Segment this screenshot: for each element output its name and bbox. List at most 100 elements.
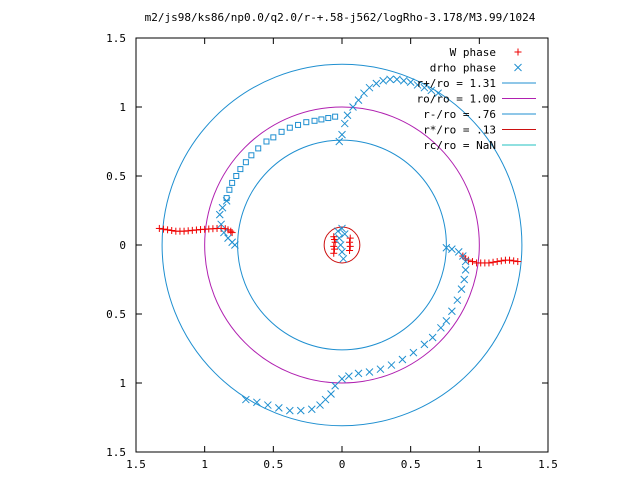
drho-phase-point [420, 340, 429, 349]
legend-label: r-/ro = .76 [423, 108, 496, 121]
drho-phase-point [409, 348, 418, 357]
drho-phase-point [393, 75, 401, 84]
drho-phase-point [376, 365, 385, 374]
drho-phase-point [338, 248, 346, 256]
drho-phase-point [338, 130, 346, 139]
w-phase-point [514, 258, 522, 266]
drho-phase-point [242, 395, 250, 404]
w-phase-point [468, 258, 476, 266]
drho-phase-point [331, 381, 339, 390]
drho-phase-point [248, 152, 255, 159]
drho-phase-point [278, 128, 285, 135]
drho-phase-point [252, 398, 261, 407]
legend: W phase drho phase r+/ro = 1.31 ro/ro = 1.0… [417, 46, 536, 152]
drho-phase-point [354, 369, 363, 378]
drho-phase-point [461, 257, 470, 266]
drho-phase-point [340, 230, 349, 238]
legend-label: ro/ro = 1.00 [417, 93, 496, 106]
drho-phase-point [349, 103, 357, 111]
w-phase-point [485, 259, 493, 267]
drho-phase-point [453, 296, 462, 305]
w-phase-point [506, 256, 514, 264]
circle-r [161, 63, 523, 427]
drho-phase-point [332, 113, 339, 120]
drho-phase-point [338, 375, 346, 383]
drho-phase-point [343, 111, 352, 120]
drho-phase-point [226, 186, 233, 193]
drho-phase-point [457, 285, 466, 294]
legend-label: rc/ro = NaN [423, 139, 496, 152]
drho-phase-point [335, 234, 344, 242]
drho-phase-point [217, 220, 226, 229]
drho-phase-point [372, 79, 381, 88]
drho-phase-point [448, 307, 456, 316]
y-tick-label: 1.5 [106, 32, 126, 45]
drho-phase-point [270, 134, 277, 141]
w-phase-point [493, 258, 501, 266]
circle-r [323, 226, 361, 264]
drho-phase-point [285, 406, 294, 415]
drho-phase-point [255, 145, 262, 152]
drho-phase-point [386, 75, 394, 84]
drho-phase-point [437, 323, 445, 332]
w-phase-point [346, 234, 354, 242]
w-phase-point [168, 227, 176, 235]
drho-phase-point [218, 203, 227, 212]
drho-phase-point [458, 252, 467, 260]
drho-phase-point [237, 166, 244, 173]
drho-phase-point [365, 368, 374, 376]
y-tick-label: 0 [119, 239, 126, 252]
w-phase-point [346, 247, 354, 255]
legend-label: r*/ro = .13 [423, 124, 496, 137]
x-tick-label: 1.5 [538, 458, 558, 471]
drho-phase-point [223, 195, 230, 202]
y-tick-label: 1 [119, 377, 126, 390]
drho-phase-point [340, 119, 349, 128]
drho-phase-point [461, 265, 470, 274]
drho-phase-point [427, 86, 436, 95]
x-tick-label: 1 [476, 458, 483, 471]
axis-ticks: 1.5 1 0.5 0 0.5 1 1.51.510.500.511.5 [106, 32, 558, 471]
y-tick-label: 1.5 [106, 446, 126, 459]
drho-phase-point [233, 173, 240, 179]
drho-phase-point [379, 76, 388, 85]
drho-phase-point [387, 361, 396, 369]
w-phase-point [346, 238, 354, 246]
w-phase-point [497, 257, 505, 265]
circle-ro [204, 106, 480, 384]
drho-phase-point [325, 115, 332, 122]
drho-phase-point [295, 121, 302, 128]
drho-phase-point [339, 254, 348, 263]
drho-phase-point [318, 116, 325, 123]
drho-phase-point [220, 228, 228, 237]
drho-phase-point [345, 372, 353, 380]
drho-phase-point [286, 124, 293, 131]
y-tick-label: 1 [119, 101, 126, 114]
drho-phase-point [398, 355, 407, 364]
w-phase-point [228, 229, 236, 237]
reference-circles [161, 63, 523, 427]
drho-phase-point [263, 138, 270, 145]
data-points [155, 75, 522, 415]
w-phase-point [164, 226, 172, 234]
w-phase-point [489, 258, 497, 266]
drho-phase-point [307, 405, 316, 414]
drho-phase-point [336, 241, 345, 249]
w-phase-point [155, 224, 163, 232]
drho-phase-point [434, 89, 442, 98]
drho-phase-point [316, 401, 324, 409]
drho-phase-point [338, 224, 346, 233]
drho-phase-point [311, 117, 318, 124]
x-tick-label: 1 [201, 458, 208, 471]
chart-title: m2/js98/ks86/np0.0/q2.0/r-+.58-j562/logR… [145, 11, 536, 24]
drho-phase-point [420, 83, 429, 92]
drho-phase-point [448, 245, 456, 253]
drho-phase-point [399, 76, 408, 85]
drho-phase-point [229, 179, 236, 186]
drho-phase-point [334, 227, 342, 236]
y-tick-label: 0.5 [106, 170, 126, 183]
drho-phase-point [215, 210, 224, 219]
drho-phase-point [413, 81, 422, 89]
drho-phase-point [460, 275, 469, 284]
drho-phase-point [263, 401, 272, 409]
